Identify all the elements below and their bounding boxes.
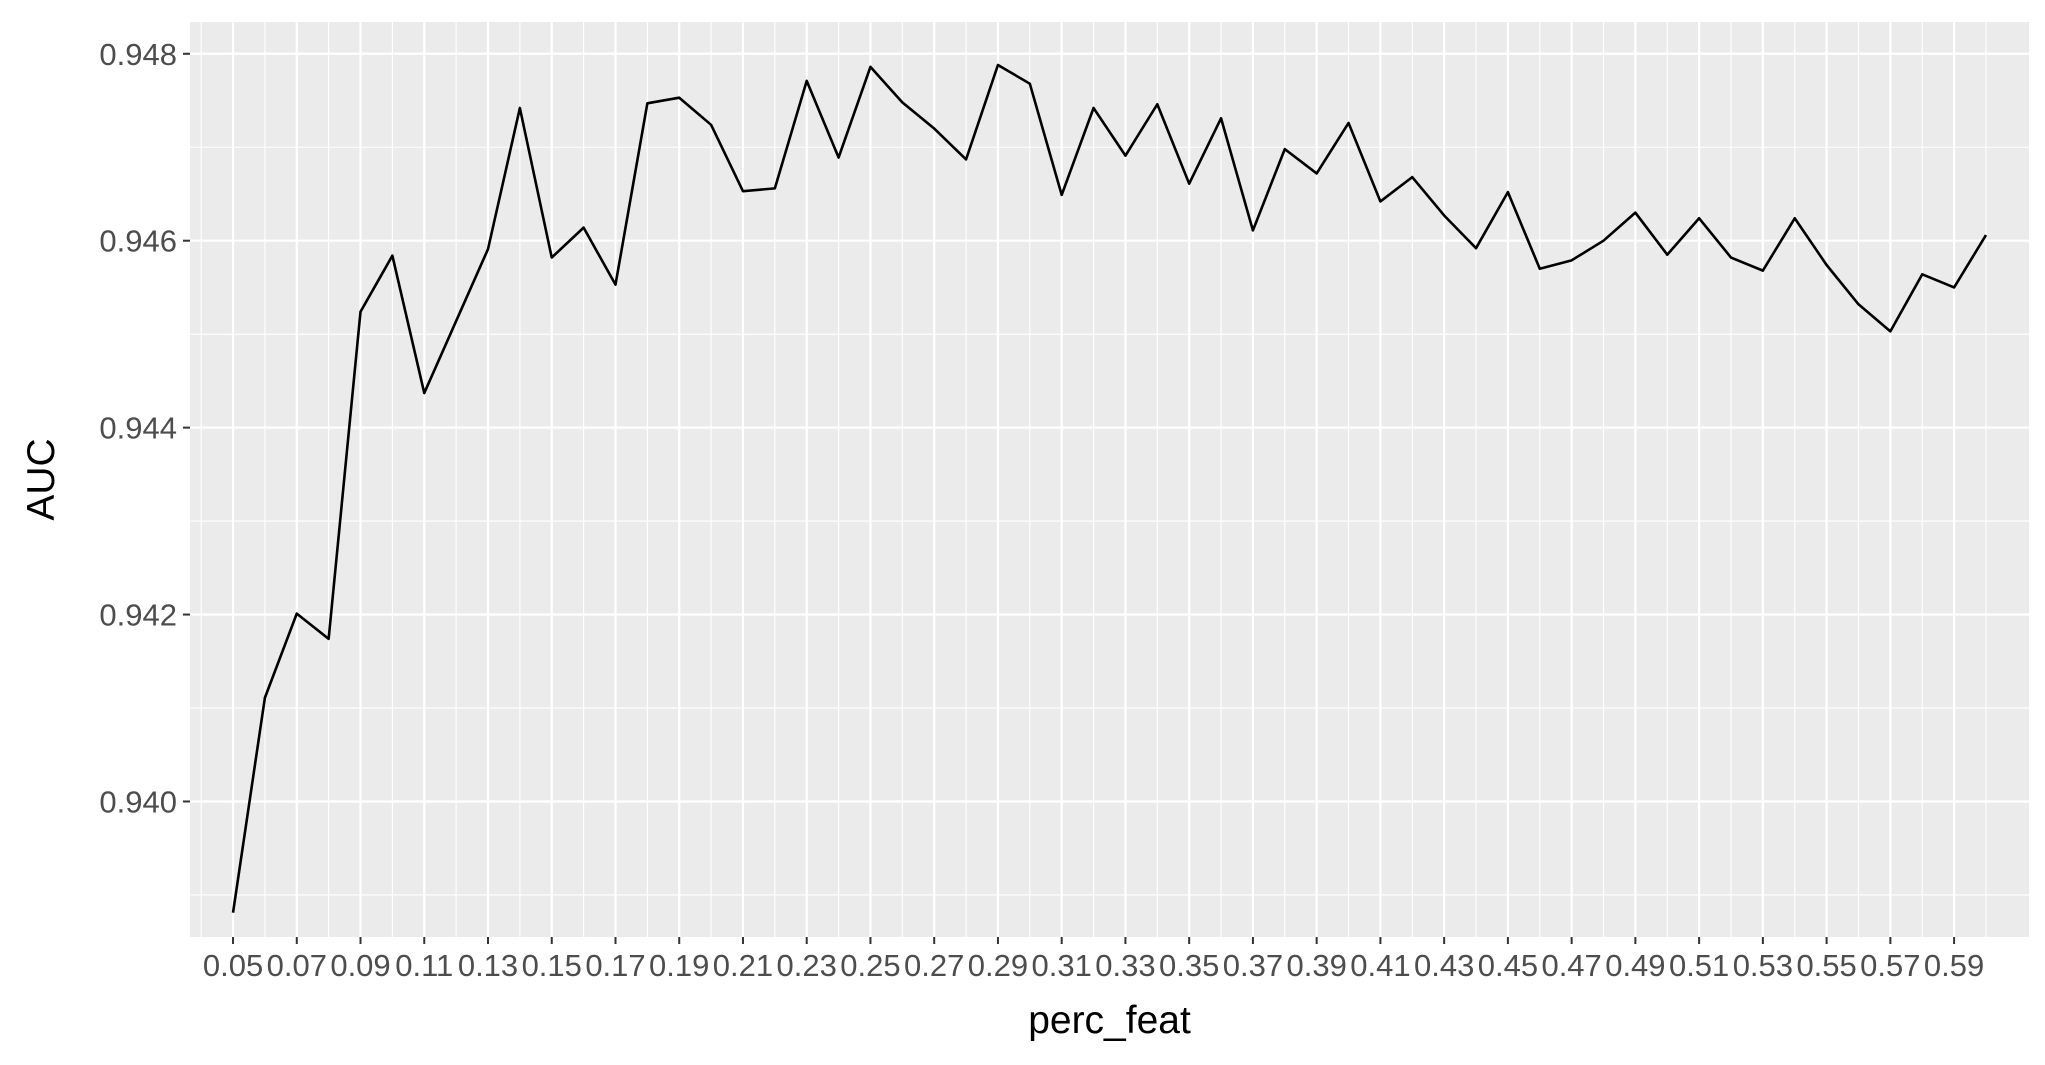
y-tick-label: 0.940 <box>99 784 177 819</box>
x-tick-label: 0.25 <box>840 948 900 983</box>
x-axis-title: perc_feat <box>1028 999 1191 1042</box>
x-tick-label: 0.05 <box>203 948 263 983</box>
x-tick-label: 0.19 <box>649 948 709 983</box>
x-tick-label: 0.09 <box>330 948 390 983</box>
plot-panel <box>190 22 2029 937</box>
x-tick-label: 0.55 <box>1796 948 1856 983</box>
x-tick-label: 0.53 <box>1733 948 1793 983</box>
y-axis: 0.940 0.942 0.944 0.946 0.948 <box>99 37 190 819</box>
x-tick-label: 0.45 <box>1478 948 1538 983</box>
x-tick-label: 0.13 <box>458 948 518 983</box>
x-tick-label: 0.15 <box>522 948 582 983</box>
y-tick-label: 0.948 <box>99 37 177 72</box>
x-tick-label: 0.37 <box>1223 948 1283 983</box>
y-tick-label: 0.942 <box>99 598 177 633</box>
series-line <box>231 63 1988 913</box>
x-tick-label: 0.07 <box>267 948 327 983</box>
x-tick-label: 0.49 <box>1605 948 1665 983</box>
x-tick-label: 0.47 <box>1541 948 1601 983</box>
x-axis: 0.05 0.07 0.09 0.11 0.13 0.15 0.17 0.19 0.21 0.23… <box>203 937 1984 983</box>
x-tick-label: 0.43 <box>1414 948 1474 983</box>
x-tick-label: 0.39 <box>1286 948 1346 983</box>
y-tick-label: 0.946 <box>99 224 177 259</box>
x-tick-label: 0.59 <box>1924 948 1984 983</box>
x-tick-label: 0.23 <box>777 948 837 983</box>
x-tick-label: 0.17 <box>585 948 645 983</box>
x-tick-label: 0.29 <box>968 948 1028 983</box>
x-tick-label: 0.35 <box>1159 948 1219 983</box>
x-tick-label: 0.11 <box>395 948 453 983</box>
x-tick-label: 0.31 <box>1032 948 1092 983</box>
x-tick-label: 0.41 <box>1350 948 1410 983</box>
x-tick-label: 0.33 <box>1095 948 1155 983</box>
x-tick-label: 0.57 <box>1860 948 1920 983</box>
x-tick-label: 0.51 <box>1669 948 1729 983</box>
minor-gridlines <box>190 22 2029 937</box>
y-axis-title: AUC <box>20 438 63 520</box>
y-tick-label: 0.944 <box>99 411 177 446</box>
x-tick-label: 0.21 <box>713 948 773 983</box>
x-tick-label: 0.27 <box>904 948 964 983</box>
